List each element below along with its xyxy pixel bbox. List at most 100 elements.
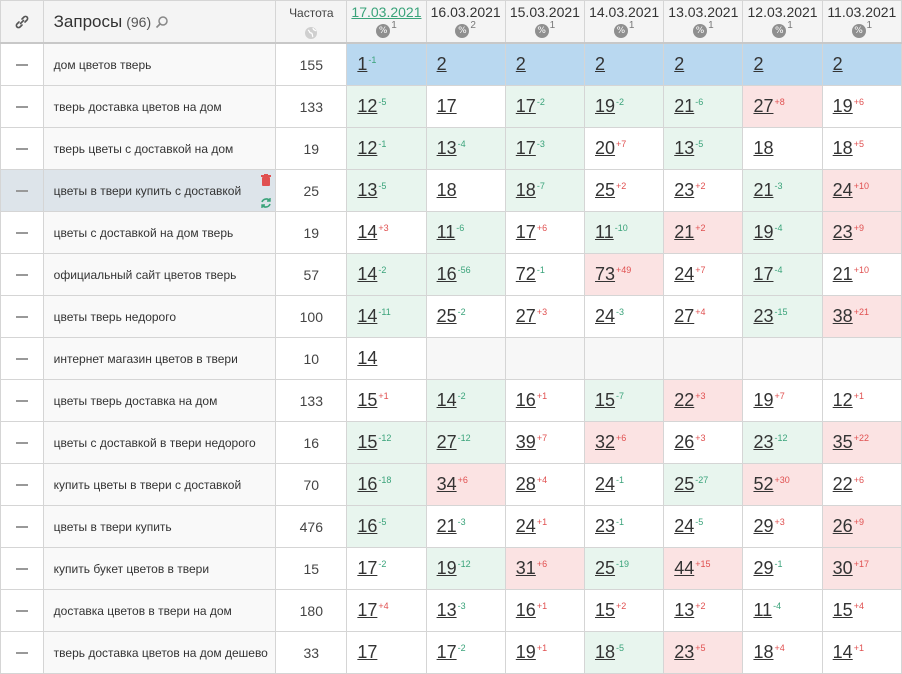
date-label[interactable]: 15.03.2021	[509, 4, 580, 20]
position-value[interactable]: 73	[595, 264, 616, 284]
position-value[interactable]: 31	[515, 558, 536, 578]
table-row[interactable]: цветы в твери купить с доставкой 25 13-5 18…	[0, 169, 902, 212]
position-value[interactable]: 2	[832, 54, 843, 74]
position-value[interactable]: 15	[595, 600, 616, 620]
position-cell[interactable]: 11-10	[584, 211, 665, 254]
position-value[interactable]: 24	[674, 264, 695, 284]
table-row[interactable]: купить букет цветов в твери 15 17-2 19-12 31…	[0, 547, 902, 590]
percent-icon[interactable]: %	[772, 24, 787, 38]
position-value[interactable]: 18	[515, 180, 536, 200]
position-cell[interactable]: 25-27	[663, 463, 744, 506]
position-value[interactable]: 15	[357, 432, 378, 452]
date-header[interactable]: 16.03.2021% 2	[425, 0, 506, 44]
position-cell[interactable]: 17-4	[742, 253, 823, 296]
row-toggle-cell[interactable]	[0, 127, 44, 170]
position-cell[interactable]: 29+3	[742, 505, 823, 548]
table-row[interactable]: официальный сайт цветов тверь 57 14-2 16-56…	[0, 253, 902, 296]
dash-icon[interactable]	[1, 87, 42, 127]
position-value[interactable]: 27	[515, 306, 536, 326]
query-text[interactable]: купить цветы в твери с доставкой	[53, 477, 242, 492]
date-header[interactable]: 12.03.2021% 1	[742, 0, 823, 44]
date-label[interactable]: 17.03.2021	[351, 4, 422, 20]
table-row[interactable]: цветы тверь доставка на дом 133 15+1 14-2 16…	[0, 379, 902, 422]
position-cell[interactable]: 17-2	[504, 85, 586, 128]
position-value[interactable]: 16	[436, 264, 457, 284]
percent-icon[interactable]: %	[613, 24, 628, 38]
position-cell[interactable]: 19-4	[742, 211, 823, 254]
position-value[interactable]: 17	[357, 558, 378, 578]
percent-icon[interactable]: %	[455, 24, 470, 38]
position-cell[interactable]: 18	[742, 127, 823, 170]
position-cell[interactable]: 23-12	[742, 421, 823, 464]
position-cell[interactable]: 24-3	[584, 295, 665, 338]
query-text[interactable]: цветы с доставкой в твери недорого	[53, 435, 256, 450]
position-value[interactable]: 39	[515, 432, 536, 452]
position-value[interactable]: 12	[832, 390, 853, 410]
date-header[interactable]: 15.03.2021% 1	[504, 0, 586, 44]
percent-icon[interactable]: %	[376, 24, 391, 38]
search-icon[interactable]	[155, 15, 169, 29]
position-value[interactable]: 19	[436, 558, 457, 578]
dash-icon[interactable]	[1, 213, 42, 253]
query-text[interactable]: цветы тверь недорого	[53, 309, 177, 324]
position-value[interactable]: 13	[436, 600, 457, 620]
position-cell[interactable]: 21+10	[821, 253, 902, 296]
position-cell[interactable]: 30+17	[821, 547, 902, 590]
table-row[interactable]: тверь доставка цветов на дом 133 12-5 17 17-…	[0, 85, 902, 128]
position-value[interactable]: 14	[357, 348, 378, 368]
query-cell[interactable]: цветы тверь недорого	[42, 295, 277, 338]
position-cell[interactable]: 22+6	[821, 463, 902, 506]
row-toggle-cell[interactable]	[0, 169, 44, 212]
position-value[interactable]: 17	[357, 600, 378, 620]
position-value[interactable]: 17	[515, 138, 536, 158]
position-cell[interactable]: 21-3	[742, 169, 823, 212]
query-text[interactable]: тверь доставка цветов на дом	[53, 99, 222, 114]
position-value[interactable]: 18	[595, 642, 616, 662]
position-value[interactable]: 15	[595, 390, 616, 410]
position-cell[interactable]: 21-6	[663, 85, 744, 128]
query-cell[interactable]: купить цветы в твери с доставкой	[42, 463, 277, 506]
position-value[interactable]: 14	[357, 306, 378, 326]
position-value[interactable]: 26	[674, 432, 695, 452]
position-value[interactable]: 17	[436, 96, 457, 116]
position-cell[interactable]: 14	[346, 337, 427, 380]
date-header[interactable]: 14.03.2021% 1	[584, 0, 665, 44]
position-value[interactable]: 30	[832, 558, 853, 578]
percent-icon[interactable]: %	[534, 24, 549, 38]
table-row[interactable]: доставка цветов в твери на дом 180 17+4 13-…	[0, 589, 902, 632]
position-cell[interactable]: 13-3	[425, 589, 506, 632]
position-cell[interactable]: 24+7	[663, 253, 744, 296]
position-cell[interactable]: 17-2	[425, 631, 506, 674]
position-value[interactable]: 17	[753, 264, 774, 284]
row-toggle-cell[interactable]	[0, 337, 44, 380]
position-cell[interactable]: 12-5	[346, 85, 427, 128]
row-toggle-cell[interactable]	[0, 463, 44, 506]
query-text[interactable]: тверь цветы с доставкой на дом	[53, 141, 234, 156]
table-row[interactable]: цветы в твери купить 476 16-5 21-3 24+1 23-1 2…	[0, 505, 902, 548]
position-value[interactable]: 35	[832, 432, 853, 452]
position-cell[interactable]: 13-5	[346, 169, 427, 212]
percent-badge[interactable]: % 1	[693, 20, 714, 38]
position-value[interactable]: 19	[753, 222, 774, 242]
position-cell[interactable]: 23+2	[663, 169, 744, 212]
position-value[interactable]: 24	[515, 516, 536, 536]
dash-icon[interactable]	[1, 423, 42, 463]
position-value[interactable]: 13	[674, 600, 695, 620]
trash-icon[interactable]	[260, 174, 272, 192]
position-value[interactable]: 18	[436, 180, 457, 200]
query-text[interactable]: официальный сайт цветов тверь	[53, 267, 237, 282]
date-header[interactable]: 13.03.2021% 1	[663, 0, 744, 44]
position-value[interactable]: 16	[357, 516, 378, 536]
position-cell[interactable]: 17	[346, 631, 427, 674]
position-cell[interactable]: 17+4	[346, 589, 427, 632]
position-cell[interactable]: 18-7	[504, 169, 586, 212]
position-value[interactable]: 1	[357, 54, 368, 74]
query-text[interactable]: дом цветов тверь	[53, 57, 152, 72]
position-cell[interactable]: 25-2	[425, 295, 506, 338]
position-value[interactable]: 28	[515, 474, 536, 494]
date-label[interactable]: 12.03.2021	[747, 4, 818, 20]
row-toggle-cell[interactable]	[0, 85, 44, 128]
row-toggle-cell[interactable]	[0, 547, 44, 590]
table-row[interactable]: цветы с доставкой в твери недорого 16 15-1…	[0, 421, 902, 464]
date-label[interactable]: 13.03.2021	[668, 4, 739, 20]
